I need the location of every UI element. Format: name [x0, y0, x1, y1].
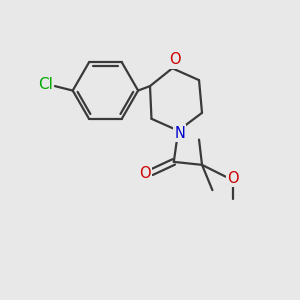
Text: O: O	[139, 166, 151, 181]
Text: O: O	[227, 171, 239, 186]
Text: O: O	[169, 52, 181, 68]
Text: Cl: Cl	[38, 77, 53, 92]
Text: N: N	[174, 126, 185, 141]
